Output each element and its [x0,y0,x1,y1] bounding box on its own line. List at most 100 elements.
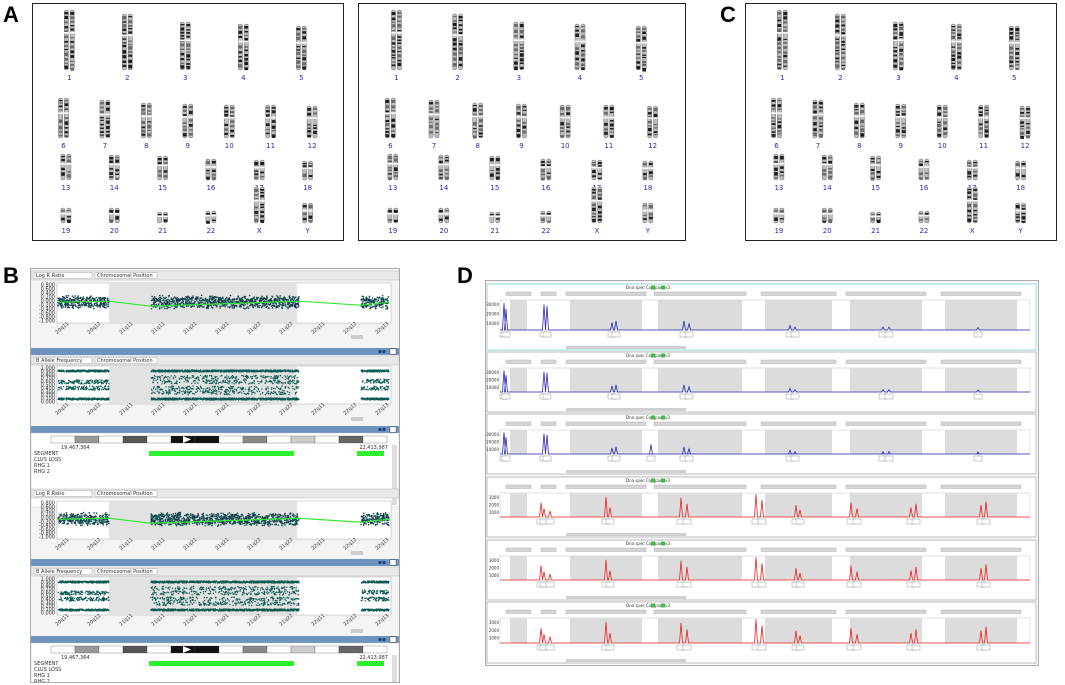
chromosome-label: 8 [475,142,479,150]
y-tick-label: -1.000 [39,319,55,325]
window-title: Dna spec Compact v3 [626,285,670,290]
close-icon[interactable] [389,559,397,566]
ideogram-row-label: RHG 1 [34,463,50,469]
y-tick-label: -0.200 [39,519,55,525]
electropherogram: Dna spec Compact v3 30000 20000 10000 [486,413,1037,475]
position-dropdown[interactable]: Chromosomal Position [97,569,153,575]
y-tick-label: 0.800 [41,583,55,589]
ideogram-row-label: SEGMENT [34,451,59,457]
allele-call-box [611,331,621,338]
status-icon [661,478,665,483]
chromosome-label: 5 [299,74,303,82]
chromosome [870,211,881,224]
rfu-tick: 2000 [489,566,500,571]
chromosome [489,155,501,181]
status-icon [661,415,665,420]
track-dropdown[interactable]: B Allele Frequency [36,569,82,575]
chromosome [1009,25,1020,71]
trace-line [500,302,1030,331]
segment-bar [357,451,384,456]
chromosome-label: Y [1017,227,1023,235]
chromosome [489,211,501,224]
allele-call-box [684,393,694,400]
ideogram-row-label: SEGMENT [34,661,59,667]
close-icon[interactable] [389,636,397,643]
allele-call-box [682,581,692,588]
ideogram-row-label: CLUS LOSS [34,457,61,463]
chromosome [391,9,402,71]
chromosome [771,97,782,139]
track-toolbar[interactable]: B Allele Frequency Chromosomal Position [31,566,399,577]
track-dropdown[interactable]: B Allele Frequency [36,358,82,364]
track-dropdown[interactable]: Log R Ratio [36,491,64,497]
allele-call-box [852,518,862,525]
window-title: Dna spec Compact v3 [626,603,670,608]
y-tick-label: 0.000 [41,516,55,522]
chromosome [438,154,450,181]
y-tick-label: 0.000 [41,611,55,617]
status-icon [651,285,655,290]
segment-bar [149,451,294,456]
allele-call-box [790,393,800,400]
track-dropdown[interactable]: Log R Ratio [36,273,64,279]
rfu-tick: 30000 [486,302,499,307]
chromosome [591,159,603,181]
track-header [31,426,399,433]
chromosome [978,104,989,139]
chromosome [540,210,552,224]
chromosome [302,160,313,181]
chromosome-label: 17 [592,184,601,192]
chromosome-label: 7 [432,142,436,150]
status-icon [661,353,665,358]
allele-call-box [611,393,621,400]
chromosome-label: 2 [455,74,459,82]
allele-call-box [646,455,656,462]
chromosome-label: 12 [648,142,657,150]
chromosome-label: 5 [1012,74,1016,82]
y-tick-label: 0.300 [41,389,55,395]
chromosome [254,186,265,224]
chromosome-label: 3 [183,74,187,82]
y-tick-label: -0.600 [39,311,55,317]
y-tick-label: 0.700 [41,376,55,382]
chromosome [918,158,930,181]
chromosome-label: 1 [67,74,71,82]
chromosome-label: 6 [774,142,779,150]
chromosome [854,102,865,139]
x-tick-label: 20q11 [54,321,70,336]
chromosome-label: 20 [439,227,448,235]
track-toolbar[interactable]: Log R Ratio Chromosomal Position [31,270,399,281]
chromosome [438,207,450,224]
track-toolbar[interactable]: B Allele Frequency Chromosomal Position [31,355,399,366]
chromosome [99,99,111,139]
electropherogram: Dna spec Compact v3 30000 20000 10000 [486,351,1037,413]
y-tick-label: -0.400 [39,523,55,529]
allele-call-box [790,331,800,338]
chromosome [893,21,904,71]
position-dropdown[interactable]: Chromosomal Position [97,358,153,364]
chromosome [109,154,120,181]
chromosome [895,103,907,139]
chromosome-label: 20 [110,227,119,235]
position-dropdown[interactable]: Chromosomal Position [97,273,153,279]
highlight-region [109,577,297,615]
position-dropdown[interactable]: Chromosomal Position [97,491,153,497]
status-icon [661,541,665,546]
chromosome-label: 14 [110,184,119,192]
close-icon[interactable] [389,426,397,433]
chromosome [205,158,217,181]
chromosome-label: 8 [144,142,148,150]
allele-call-box [501,331,511,338]
track-toolbar[interactable]: Log R Ratio Chromosomal Position [31,488,399,499]
allele-call-box [501,455,511,462]
chromosome-label: 12 [308,142,317,150]
y-tick-label: 0.300 [41,600,55,606]
chromosome-label: 1 [394,74,398,82]
chromosome-label: 12 [1021,142,1030,150]
close-icon[interactable] [389,348,397,355]
chromosome [967,159,978,181]
y-tick-label: -0.600 [39,527,55,533]
chromosome-label: 6 [61,142,66,150]
chromosome [157,211,168,224]
